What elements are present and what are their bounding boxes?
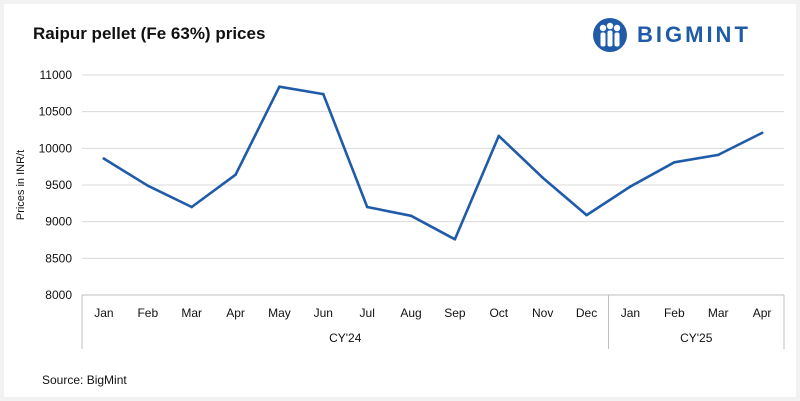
- y-tick-label: 8000: [45, 288, 72, 302]
- bigmint-logo-icon: [593, 18, 627, 52]
- data-point: [190, 205, 193, 209]
- group-label: CY'24: [329, 331, 362, 345]
- y-tick-label: 11000: [40, 68, 73, 82]
- y-tick-label: 10000: [39, 141, 73, 155]
- x-tick-label: Sep: [444, 306, 466, 320]
- data-point: [365, 205, 369, 209]
- x-tick-label: Oct: [489, 306, 508, 320]
- x-tick-label: Mar: [708, 306, 729, 320]
- group-label: CY'25: [680, 331, 713, 345]
- data-point: [673, 160, 676, 164]
- brand-name: BIGMINT: [637, 22, 751, 47]
- x-tick-label: Aug: [400, 306, 421, 320]
- chart-title: Raipur pellet (Fe 63%) prices: [33, 24, 266, 43]
- x-tick-label: Jun: [314, 306, 333, 320]
- data-point: [497, 134, 501, 138]
- x-tick-label: Apr: [753, 306, 772, 320]
- data-point: [453, 237, 457, 241]
- data-point: [585, 213, 588, 217]
- x-tick-label: Jul: [360, 306, 375, 320]
- data-point: [322, 92, 325, 96]
- y-axis-label: Prices in INR/t: [15, 150, 27, 220]
- data-point: [541, 176, 544, 179]
- y-tick-label: 10500: [39, 105, 73, 119]
- y-tick-label: 9000: [45, 215, 72, 229]
- data-point: [102, 157, 106, 160]
- chart-card: [4, 4, 796, 397]
- source-note: Source: BigMint: [42, 373, 127, 387]
- data-point: [234, 173, 237, 177]
- x-tick-label: Mar: [181, 306, 202, 320]
- x-tick-label: Apr: [226, 306, 245, 320]
- y-tick-label: 9500: [45, 178, 72, 192]
- bigmint-logo: BIGMINT: [592, 17, 751, 53]
- x-tick-label: Feb: [664, 306, 685, 320]
- x-tick-label: May: [268, 306, 291, 320]
- data-point: [409, 214, 413, 218]
- series-line: [102, 85, 764, 241]
- x-tick-label: Jan: [621, 306, 640, 320]
- x-tick-label: Feb: [137, 306, 158, 320]
- y-tick-label: 8500: [45, 251, 72, 265]
- data-point: [278, 85, 281, 89]
- data-point: [716, 153, 720, 157]
- data-point: [146, 184, 150, 188]
- x-tick-label: Dec: [576, 306, 597, 320]
- x-tick-label: Nov: [532, 306, 553, 320]
- x-tick-label: Jan: [94, 306, 113, 320]
- data-point: [760, 131, 764, 135]
- data-point: [629, 185, 632, 188]
